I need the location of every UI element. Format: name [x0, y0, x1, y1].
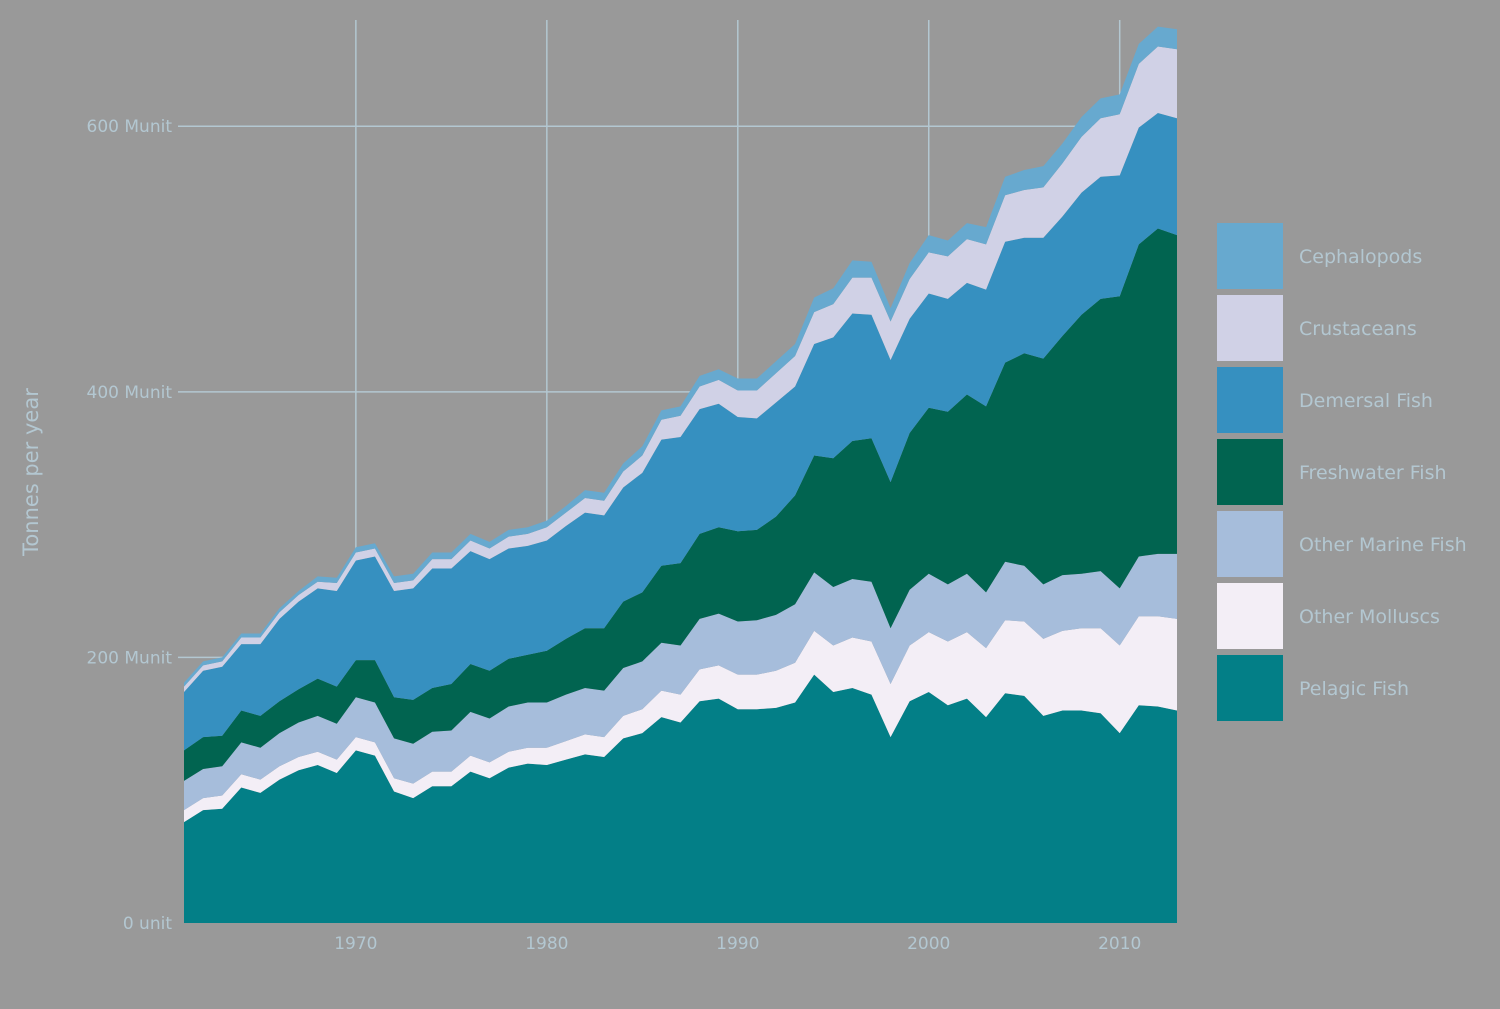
legend-label-cephalopods[interactable]: Cephalopods: [1299, 246, 1422, 268]
legend-label-other-molluscs[interactable]: Other Molluscs: [1299, 606, 1440, 628]
area-other-marine-fish[interactable]: [184, 553, 1177, 811]
legend-label-freshwater-fish[interactable]: Freshwater Fish: [1299, 462, 1447, 484]
legend-swatch-freshwater-fish[interactable]: [1217, 439, 1283, 505]
x-axis-ticks: 1970 1980 1990 2000 2010: [334, 934, 1141, 954]
x-tick-label: 1990: [716, 934, 759, 954]
legend-swatch-crustaceans[interactable]: [1217, 295, 1283, 361]
x-tick-label: 1970: [334, 934, 377, 954]
y-axis-ticks: 0 unit 200 Munit 400 Munit 600 Munit: [87, 117, 173, 934]
legend-label-demersal-fish[interactable]: Demersal Fish: [1299, 390, 1433, 412]
legend-swatch-pelagic-fish[interactable]: [1217, 655, 1283, 721]
legend-swatch-demersal-fish[interactable]: [1217, 367, 1283, 433]
area-series: [184, 26, 1177, 923]
legend-swatch-other-molluscs[interactable]: [1217, 583, 1283, 649]
legend-label-crustaceans[interactable]: Crustaceans: [1299, 318, 1417, 340]
y-tick-label: 200 Munit: [87, 648, 173, 668]
area-demersal-fish[interactable]: [184, 112, 1177, 751]
legend-swatch-other-marine-fish[interactable]: [1217, 511, 1283, 577]
y-tick-label: 0 unit: [123, 914, 172, 934]
x-tick-label: 2010: [1098, 934, 1141, 954]
y-tick-label: 600 Munit: [87, 117, 173, 137]
y-tick-label: 400 Munit: [87, 383, 173, 403]
area-other-molluscs[interactable]: [184, 616, 1177, 823]
legend-label-pelagic-fish[interactable]: Pelagic Fish: [1299, 678, 1409, 700]
legend: Cephalopods Crustaceans Demersal Fish Fresh…: [1217, 223, 1467, 721]
legend-swatch-cephalopods[interactable]: [1217, 223, 1283, 289]
y-axis-title: Tonnes per year: [19, 388, 43, 557]
x-tick-label: 1980: [525, 934, 568, 954]
area-pelagic-fish[interactable]: [184, 674, 1177, 923]
x-tick-label: 2000: [907, 934, 950, 954]
legend-label-other-marine-fish[interactable]: Other Marine Fish: [1299, 534, 1467, 556]
area-freshwater-fish[interactable]: [184, 228, 1177, 781]
